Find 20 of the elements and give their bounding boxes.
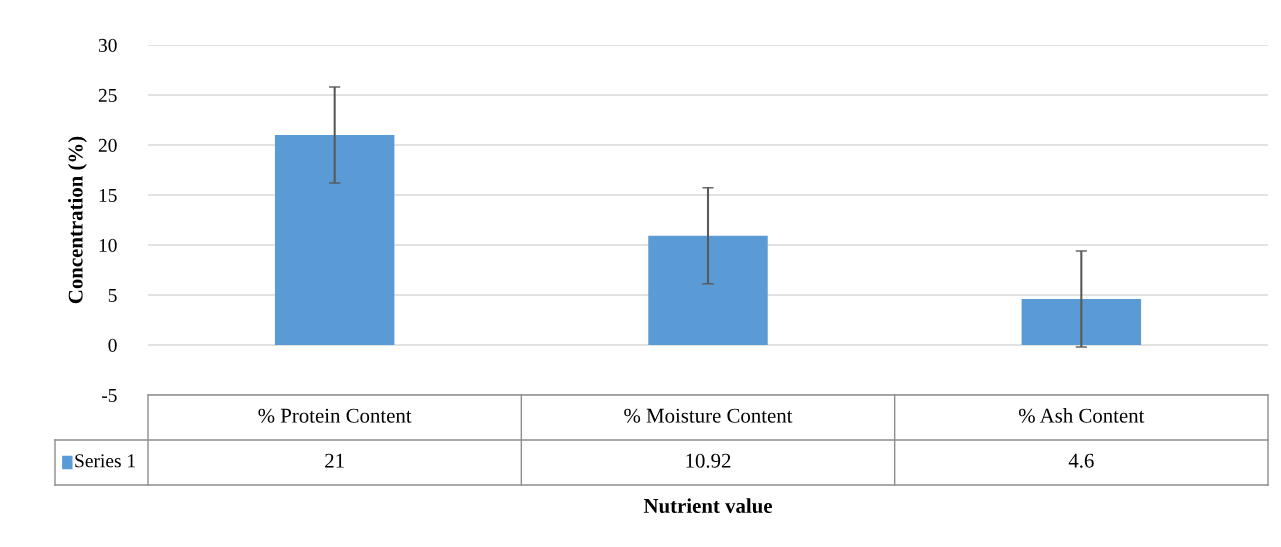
y-tick-label: 30 [98, 38, 117, 52]
data-label: 4.6 [1068, 453, 1094, 468]
y-tick-label: 5 [108, 289, 117, 302]
bar [1021, 299, 1142, 345]
y-tick-label: 15 [99, 188, 117, 202]
bar [648, 235, 768, 345]
y-axis-title: Concentration (%) [68, 136, 87, 304]
x-tick-label: % Ash Content [1018, 408, 1145, 423]
x-tick-label: % Moisture Content [624, 408, 793, 423]
data-label: 21 [325, 453, 344, 468]
legend-label: Series 1 [75, 454, 135, 468]
x-axis-title: Nutrient value [643, 498, 772, 514]
y-tick-label: 0 [108, 338, 117, 352]
y-tick-label: 25 [98, 88, 117, 102]
y-tick-label: -5 [101, 389, 117, 402]
bar [274, 135, 395, 345]
y-tick-label: 10 [99, 238, 117, 252]
data-label: 10.92 [686, 453, 731, 468]
x-tick-label: % Protein Content [258, 408, 412, 423]
y-tick-label: 20 [98, 138, 117, 152]
